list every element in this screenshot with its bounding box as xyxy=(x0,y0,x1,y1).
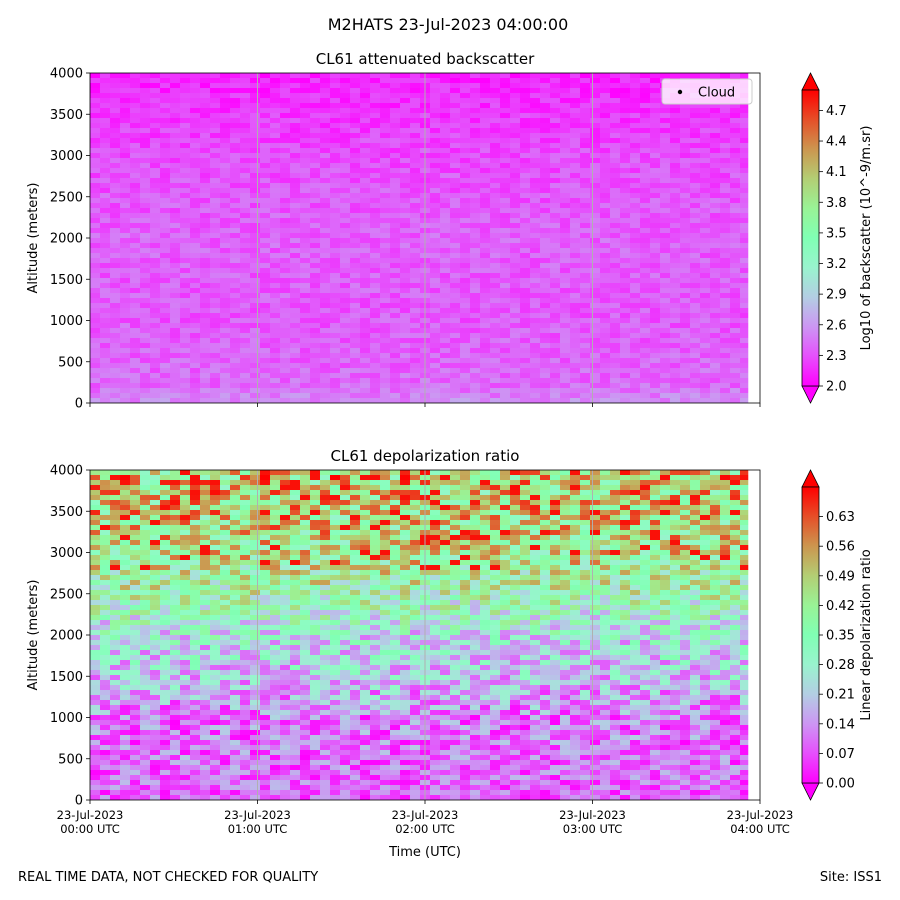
subplot-2: CL61 depolarization ratio 0 500 1000 1500 200… xyxy=(26,447,874,860)
y-tick-label: 1500 xyxy=(50,670,83,685)
colorbar-extend-max xyxy=(801,469,820,488)
colorbar-tick-label: 2.6 xyxy=(826,318,847,333)
y-tick-label: 4000 xyxy=(50,67,83,82)
subplot-1: CL61 attenuated backscatter 0 500 1000 1500 2… xyxy=(26,50,874,412)
colorbar-tick-label: 3.5 xyxy=(826,226,847,241)
colorbar-tick-label: 0.42 xyxy=(826,599,855,614)
subplot-title: CL61 attenuated backscatter xyxy=(316,50,535,68)
x-tick-label: 23-Jul-2023 01:00 UTC xyxy=(224,808,291,836)
colorbar-tick-label: 0.63 xyxy=(826,510,855,525)
y-tick-label: 0 xyxy=(75,794,83,809)
x-tick-label: 23-Jul-2023 00:00 UTC xyxy=(57,808,124,836)
quality-disclaimer: REAL TIME DATA, NOT CHECKED FOR QUALITY xyxy=(18,870,319,885)
colorbar-tick-label: 0.07 xyxy=(826,747,855,762)
colorbar-label: Log10 of backscatter (10^-9/m.sr) xyxy=(859,126,874,351)
y-tick-label: 1000 xyxy=(50,314,83,329)
y-tick-label: 3000 xyxy=(50,546,83,561)
y-tick-label: 2000 xyxy=(50,629,83,644)
x-tick-label: 23-Jul-2023 02:00 UTC xyxy=(392,808,459,836)
colorbar-tick-label: 2.0 xyxy=(826,380,847,395)
colorbar-tick-label: 4.7 xyxy=(826,104,847,119)
colorbar: 0.00 0.07 0.14 0.21 0.28 0.35 0.42 0.49 0.56 0.63… xyxy=(801,469,874,801)
colorbar-tick-label: 0.21 xyxy=(826,688,855,703)
heatmap-field xyxy=(90,470,760,800)
site-label: Site: ISS1 xyxy=(819,870,882,885)
colorbar-tick-label: 3.8 xyxy=(826,196,847,211)
colorbar-tick-label: 0.49 xyxy=(826,569,855,584)
colorbar-tick-label: 4.1 xyxy=(826,165,847,180)
y-tick-label: 1000 xyxy=(50,711,83,726)
y-tick-label: 500 xyxy=(58,752,83,767)
y-tick-label: 3500 xyxy=(50,505,83,520)
x-tick-label: 23-Jul-2023 04:00 UTC xyxy=(727,808,794,836)
y-axis-label: Altitude (meters) xyxy=(26,580,41,691)
colorbar-tick-label: 0.56 xyxy=(826,540,855,555)
colorbar: 2.0 2.3 2.6 2.9 3.2 3.5 3.8 4.1 4.4 4.7 Log10 of b… xyxy=(801,72,874,404)
colorbar-tick-label: 3.2 xyxy=(826,257,847,272)
y-tick-label: 3500 xyxy=(50,108,83,123)
y-tick-label: 0 xyxy=(75,397,83,412)
colorbar-bar xyxy=(801,486,820,784)
subplot-title: CL61 depolarization ratio xyxy=(331,447,520,465)
y-tick-label: 4000 xyxy=(50,464,83,479)
colorbar-label: Linear depolarization ratio xyxy=(859,549,874,720)
x-tick-label: 23-Jul-2023 03:00 UTC xyxy=(559,808,626,836)
legend-label: Cloud xyxy=(698,86,735,101)
y-tick-label: 3000 xyxy=(50,149,83,164)
figure-title: M2HATS 23-Jul-2023 04:00:00 xyxy=(328,15,569,34)
colorbar-tick-label: 0.35 xyxy=(826,629,855,644)
x-axis-label: Time (UTC) xyxy=(388,845,461,860)
y-tick-label: 500 xyxy=(58,355,83,370)
y-tick-label: 1500 xyxy=(50,273,83,288)
colorbar-bar xyxy=(801,89,820,387)
y-axis-label: Altitude (meters) xyxy=(26,183,41,294)
colorbar-tick-label: 0.00 xyxy=(826,777,855,792)
colorbar-tick-label: 2.3 xyxy=(826,349,847,364)
colorbar-extend-min xyxy=(801,782,820,801)
colorbar-tick-label: 0.28 xyxy=(826,658,855,673)
colorbar-tick-label: 4.4 xyxy=(826,135,847,150)
y-tick-label: 2500 xyxy=(50,190,83,205)
colorbar-extend-min xyxy=(801,385,820,404)
colorbar-tick-label: 0.14 xyxy=(826,717,855,732)
colorbar-tick-label: 2.9 xyxy=(826,288,847,303)
y-tick-label: 2000 xyxy=(50,232,83,247)
colorbar-extend-max xyxy=(801,72,820,91)
legend: Cloud xyxy=(661,78,753,105)
legend-marker xyxy=(677,89,683,95)
y-tick-label: 2500 xyxy=(50,587,83,602)
legend-box xyxy=(661,78,753,105)
